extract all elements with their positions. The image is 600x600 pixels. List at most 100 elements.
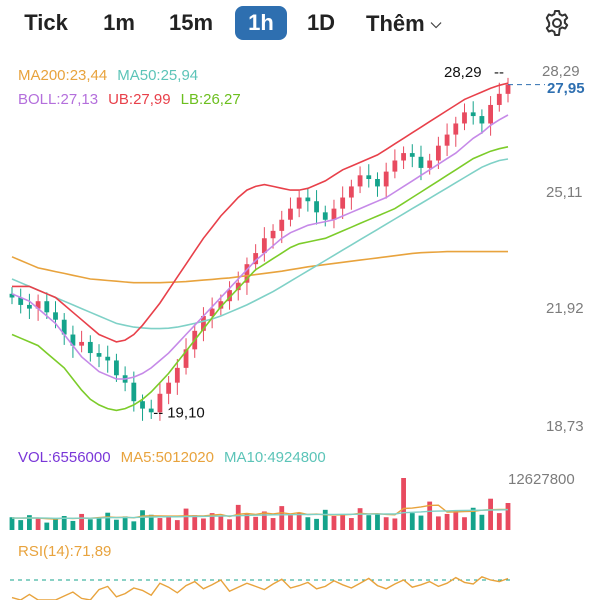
lb-line [11, 146, 509, 412]
candle-body [435, 145, 441, 161]
candle-body [331, 208, 337, 220]
current-price-label: 27,95 [547, 80, 585, 97]
ma50-line [11, 158, 509, 330]
volume-bar [331, 515, 337, 530]
volume-bar [348, 518, 354, 530]
price-chart[interactable]: 28,29 -- -- 19,10 [0, 60, 600, 445]
volume-bar [383, 517, 389, 530]
candle-body [174, 367, 180, 383]
candle-body [105, 356, 111, 361]
volume-bars [9, 478, 511, 530]
volume-bar [53, 518, 58, 530]
tab-1h[interactable]: 1h [235, 6, 287, 40]
volume-bar [340, 514, 346, 530]
candle-body [357, 175, 363, 187]
volume-bar [427, 501, 433, 530]
volume-bar [435, 516, 441, 530]
volume-bar [505, 503, 511, 530]
candle-body [444, 134, 450, 146]
candle-body [279, 219, 285, 231]
more-intervals-button[interactable]: Thêm ⌵ [366, 6, 441, 40]
tab-15m[interactable]: 15m [168, 10, 214, 35]
candle-body [157, 393, 163, 413]
candle-body [488, 104, 493, 124]
ub-legend: UB:27,99 [108, 91, 171, 108]
rsi-line [11, 576, 509, 600]
candle-body [61, 319, 67, 335]
volume-bar [270, 518, 276, 530]
volume-bar [462, 517, 467, 530]
volume-bar [392, 518, 398, 530]
ma200-legend: MA200:23,44 [18, 67, 108, 84]
volume-bar [296, 512, 302, 530]
min-price-dash: -- [153, 404, 163, 421]
candle-body [453, 123, 459, 135]
candle-body [340, 197, 346, 209]
candle-body [183, 349, 189, 368]
volume-bar [261, 511, 267, 530]
candle-body [79, 341, 85, 346]
candle-body [314, 201, 319, 213]
candle-body [218, 301, 224, 309]
volume-bar [131, 521, 137, 530]
main-legend-row2: BOLL:27,13 UB:27,99 LB:26,27 [18, 91, 251, 108]
volume-bar [157, 518, 163, 530]
volume-bar [209, 513, 215, 530]
volume-bar [122, 516, 128, 530]
volume-bar [418, 515, 424, 530]
volume-bar [375, 513, 380, 530]
volume-bar [470, 507, 476, 530]
candle-body [270, 230, 276, 239]
volume-bar [453, 511, 459, 530]
volume-bar [174, 520, 180, 530]
volume-chart[interactable] [0, 470, 600, 532]
volume-bar [35, 518, 41, 530]
gear-icon[interactable] [543, 9, 571, 37]
interval-toolbar: Tick 1m 15m 1h 1D Thêm ⌵ [0, 0, 600, 46]
candle-body [114, 360, 119, 376]
candle-body [409, 153, 415, 157]
y-tick-label: 25,11 [546, 184, 583, 201]
vol-ma10-legend: MA10:4924800 [223, 449, 326, 466]
candle-body [288, 208, 293, 220]
candles [9, 77, 511, 421]
volume-bar [140, 510, 145, 530]
candle-body [392, 160, 398, 172]
rsi-chart[interactable] [0, 560, 600, 600]
volume-bar [18, 520, 24, 530]
tab-tick[interactable]: Tick [24, 10, 68, 35]
volume-bar [201, 518, 206, 530]
volume-bar [9, 517, 15, 530]
more-label: Thêm [366, 11, 425, 36]
candle-body [505, 84, 511, 94]
volume-bar [444, 513, 450, 530]
candle-body [496, 93, 502, 105]
candle-body [148, 408, 154, 413]
volume-bar [253, 516, 259, 530]
candle-body [305, 197, 311, 202]
candle-body [27, 304, 32, 309]
ma50-legend: MA50:25,94 [117, 67, 199, 84]
volume-bar [244, 513, 250, 530]
main-legend-row1: MA200:23,44 MA50:25,94 [18, 67, 208, 84]
volume-bar [192, 515, 198, 530]
lb-legend: LB:26,27 [180, 91, 241, 108]
tab-1d[interactable]: 1D [306, 10, 336, 35]
max-price-label: 28,29 [444, 64, 482, 81]
vol-ma5-legend: MA5:5012020 [120, 449, 214, 466]
volume-ma10-line [12, 509, 509, 520]
volume-legend: VOL:6556000 MA5:5012020 MA10:4924800 [18, 449, 336, 466]
y-tick-label: 21,92 [546, 300, 584, 317]
tab-1m[interactable]: 1m [103, 10, 135, 35]
volume-bar [496, 513, 502, 530]
candle-body [140, 401, 145, 409]
candle-body [35, 301, 41, 309]
vol-legend: VOL:6556000 [18, 449, 111, 466]
candle-body [70, 334, 76, 346]
candle-body [235, 282, 241, 291]
volume-bar [409, 513, 415, 530]
candle-body [9, 293, 15, 298]
volume-bar [114, 519, 119, 530]
volume-bar [322, 509, 328, 530]
candle-body [296, 197, 302, 209]
